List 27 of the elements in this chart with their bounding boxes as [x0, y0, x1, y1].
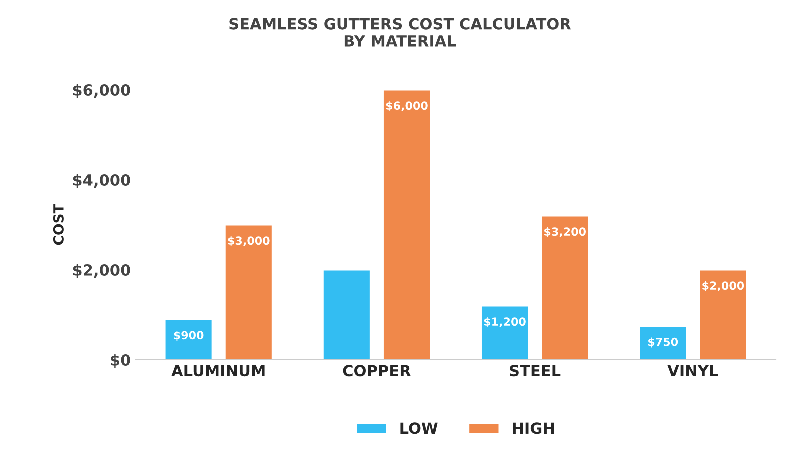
x-tick-label: ALUMINUM — [172, 365, 265, 377]
y-tick-label: $4,000 — [73, 174, 130, 188]
y-tick-label: $6,000 — [73, 84, 130, 98]
data-label: $3,000 — [228, 236, 270, 247]
data-label: $750 — [648, 338, 678, 348]
bar — [382, 89, 432, 361]
y-tick-label: $0 — [111, 354, 130, 368]
bar — [322, 269, 372, 361]
y-tick-label: $2,000 — [73, 264, 130, 278]
x-tick-label: STEEL — [510, 365, 561, 377]
bar — [224, 224, 274, 361]
data-label: $900 — [174, 330, 204, 342]
bar — [480, 305, 530, 361]
data-label: $6,000 — [386, 101, 428, 112]
data-label: $2,000 — [702, 281, 744, 292]
x-tick-label: COPPER — [343, 365, 412, 377]
y-axis-title: COST — [53, 204, 64, 246]
bar — [638, 326, 688, 361]
data-label: $1,200 — [484, 317, 526, 328]
bar — [164, 318, 214, 361]
legend-label: LOW — [400, 422, 438, 434]
x-tick-label: VINYL — [668, 365, 718, 376]
data-label: $3,200 — [544, 227, 586, 238]
bar — [698, 269, 748, 361]
bar — [540, 215, 590, 361]
chart-title: SEAMLESS GUTTERS COST CALCULATOR BY MATERIAL — [230, 18, 572, 47]
legend-label: HIGH — [513, 422, 554, 434]
